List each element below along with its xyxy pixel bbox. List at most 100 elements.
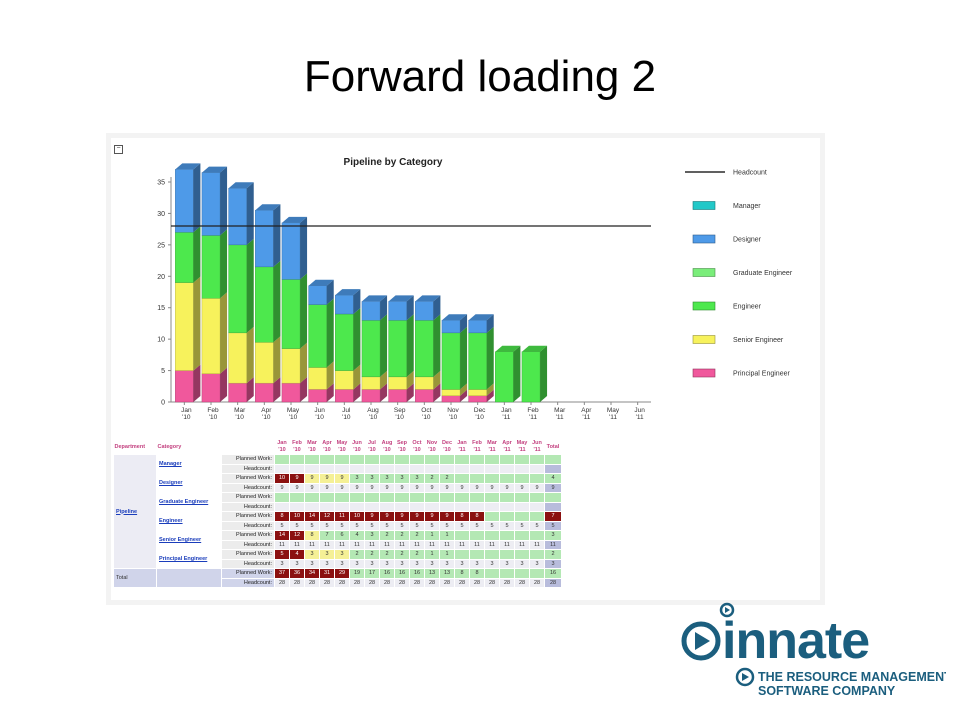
planned-cell [514,530,530,541]
headcount-cell: 5 [499,520,515,531]
bar-segment [441,320,461,334]
x-tick-label-year: '10 [209,414,218,421]
headcount-cell: 3 [409,558,425,569]
bar-segment [388,320,407,378]
headcount-cell: 5 [469,520,485,531]
planned-cell: 2 [379,549,395,560]
legend-label: Designer [733,237,762,244]
bar-segment-side [460,326,468,390]
headcount-cell: 11 [364,539,380,550]
department-link[interactable]: Pipeline [116,508,138,515]
headcount-cell: 5 [529,520,545,531]
planned-work-label: Planned Work: [221,549,275,560]
headcount-cell: 5 [274,520,290,531]
header-category: Category [157,443,182,450]
headcount-cell [439,501,455,512]
planned-cell [529,549,545,560]
bar-segment [495,351,514,403]
bar-top [308,279,334,286]
category-link[interactable]: Designer [159,480,183,486]
headcount-cell: 11 [394,539,410,550]
planned-cell: 9 [334,473,350,484]
planned-cell: 2 [409,530,425,541]
headcount-total-cell [544,463,562,474]
bar-top [201,166,228,173]
bar-segment [255,210,274,268]
category-link[interactable]: Manager [159,461,182,467]
planned-cell: 8 [469,568,485,579]
headcount-cell: 11 [514,539,530,550]
bar-segment [255,382,274,403]
category-link[interactable]: Graduate Engineer [159,499,209,505]
category-link[interactable]: Principal Engineer [159,556,208,562]
x-tick-label: Apr [581,407,592,414]
table-row-headcount: Headcount: [114,463,562,474]
header-month: Jun '11 [532,440,542,453]
planned-cell [484,473,500,484]
planned-cell [379,454,395,465]
bar-segment-side [486,326,494,390]
header-total: Total [546,443,560,450]
table-row-planned: Pipeline Manager Planned Work: [113,454,562,569]
y-tick-label: 5 [161,368,165,375]
header-month: Mar '11 [487,440,497,453]
headcount-label: Headcount: [221,577,275,588]
bar-segment [281,222,301,280]
headcount-cell: 28 [289,577,305,588]
headcount-total-cell: 5 [544,520,562,531]
planned-cell: 2 [349,549,365,560]
bar-segment-side [300,273,308,349]
planned-cell: 10 [289,511,305,522]
headcount-cell: 11 [304,539,320,550]
bar-top [521,345,548,352]
table-row-headcount: Headcount: 9 9 9 9 9 9 9 9 9 9 9 9 9 9 9 9 9 9 9 [114,482,562,493]
headcount-cell: 3 [304,558,320,569]
planned-cell [484,568,500,579]
headcount-label: Headcount: [221,520,275,531]
planned-cell [364,454,380,465]
slide-title: Forward loading 2 [303,52,657,101]
planned-cell: 1 [424,549,440,560]
header-month: May '10 [336,440,348,453]
planned-cell [334,492,350,503]
collapse-toggle-icon[interactable]: − [114,145,123,154]
planned-cell [469,473,485,484]
headcount-cell [379,463,395,474]
bar-segment [388,389,407,403]
headcount-cell: 3 [484,558,500,569]
bar-segment-side [300,216,308,280]
headcount-cell: 3 [514,558,530,569]
planned-cell: 3 [364,473,380,484]
legend-label: Headcount [733,170,767,177]
planned-cell: 17 [364,568,380,579]
planned-cell: 3 [304,549,320,560]
header-month: Jan '10 [277,440,287,453]
legend-swatch [692,301,716,311]
headcount-cell: 3 [379,558,395,569]
bar-segment-side [380,383,388,402]
planned-cell [499,454,515,465]
headcount-cell: 5 [484,520,500,531]
headcount-cell: 11 [454,539,470,550]
headcount-cell [409,463,425,474]
x-tick-label-year: '10 [369,414,378,421]
y-tick-label: 10 [157,337,165,344]
headcount-cell: 11 [424,539,440,550]
bar-segment [308,285,327,305]
bar-segment-side [326,279,334,305]
x-tick-label-year: '11 [582,414,590,421]
category-cell: Senior Engineer [156,530,222,550]
category-link[interactable]: Engineer [159,518,183,524]
planned-cell [499,530,515,541]
headcount-cell [379,501,395,512]
bar-segment-side [300,342,308,384]
category-link[interactable]: Senior Engineer [159,537,202,543]
headcount-cell [394,501,410,512]
headcount-cell [319,501,335,512]
department-cell: Pipeline [113,454,157,569]
planned-cell: 3 [319,549,335,560]
headcount-cell: 11 [529,539,545,550]
y-tick-label: 15 [157,305,165,312]
headcount-cell [439,463,455,474]
planned-cell [334,454,350,465]
